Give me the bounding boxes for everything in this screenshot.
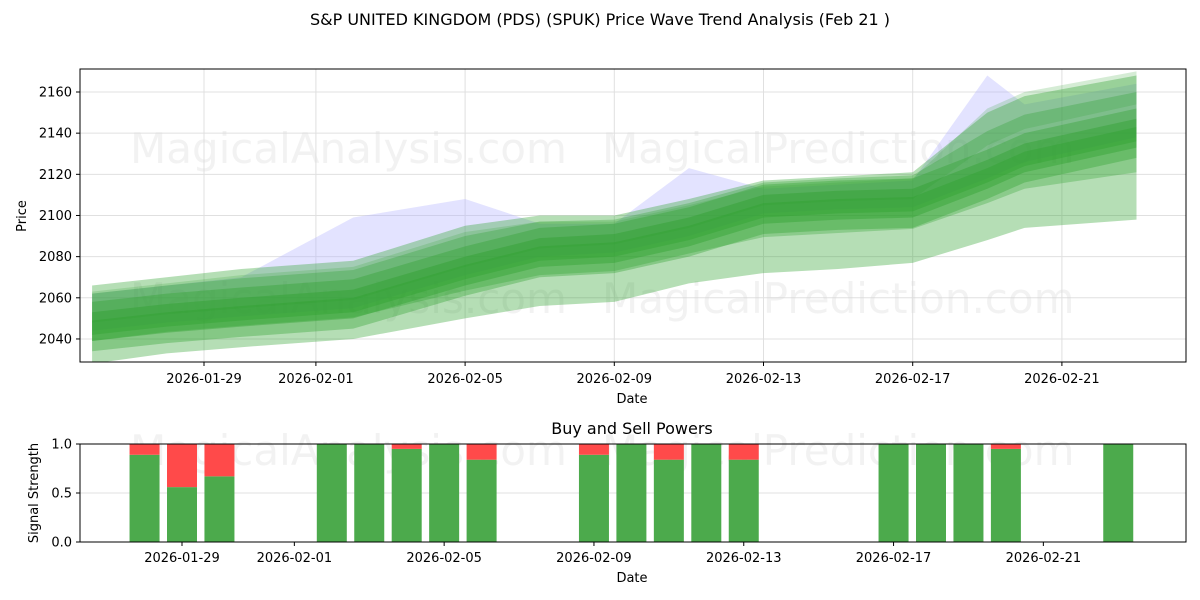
y-tick-label: 2120 (39, 168, 72, 183)
x-tick-label: 2026-02-01 (278, 372, 354, 387)
x-tick-label: 2026-02-21 (1006, 551, 1082, 566)
y-tick-label: 2040 (39, 332, 72, 347)
y-tick-label: 2100 (39, 209, 72, 224)
buy-bar (204, 476, 235, 542)
buy-bar (878, 444, 909, 542)
x-tick-label: 2026-02-17 (875, 372, 951, 387)
buy-bar (354, 444, 385, 542)
x-tick-label: 2026-02-05 (406, 551, 482, 566)
y-axis-label: Signal Strength (27, 443, 42, 543)
watermark: MagicalPrediction.com (602, 274, 1075, 323)
wave-band (92, 92, 1137, 342)
y-tick-label: 0.0 (51, 536, 72, 551)
x-tick-label: 2026-02-01 (257, 551, 333, 566)
sell-bar (466, 444, 497, 460)
buy-bar (316, 444, 347, 542)
sell-bar (204, 444, 235, 477)
buy-bar (653, 459, 684, 542)
buy-bar (578, 454, 609, 542)
y-tick-label: 2160 (39, 86, 72, 101)
buy-sell-bars (129, 444, 1134, 542)
y-tick-label: 2080 (39, 250, 72, 265)
x-tick-label: 2026-02-05 (427, 372, 503, 387)
x-tick-label: 2026-01-29 (144, 551, 220, 566)
sell-bar (167, 444, 197, 488)
watermark: MagicalPrediction.com (602, 124, 1075, 173)
x-axis-label: Date (616, 392, 647, 407)
x-tick-label: 2026-02-21 (1024, 372, 1100, 387)
signal-chart-title: Buy and Sell Powers (551, 419, 713, 438)
price-wave-bands (92, 71, 1137, 364)
wave-band (92, 118, 1137, 342)
buy-bar (429, 444, 460, 542)
buy-bar (167, 487, 197, 542)
wave-band (92, 75, 1137, 364)
buy-bar (391, 448, 422, 542)
sell-bar (129, 444, 160, 455)
buy-bar (728, 459, 759, 542)
sell-bar (653, 444, 684, 460)
sell-bar (990, 444, 1021, 449)
buy-bar (466, 459, 497, 542)
y-tick-label: 1.0 (51, 438, 72, 453)
y-tick-label: 0.5 (51, 487, 72, 502)
sell-bar (728, 444, 759, 460)
x-tick-label: 2026-01-29 (166, 372, 242, 387)
watermark: MagicalAnalysis.com (130, 124, 567, 173)
wave-band (92, 126, 1137, 335)
buy-bar (1103, 444, 1134, 542)
x-tick-label: 2026-02-13 (726, 372, 802, 387)
sell-bar (391, 444, 422, 449)
sell-bar (578, 444, 609, 455)
wave-band (92, 71, 1137, 323)
x-tick-label: 2026-02-17 (856, 551, 932, 566)
x-tick-label: 2026-02-13 (706, 551, 782, 566)
buy-bar (990, 448, 1021, 542)
buy-bar (616, 444, 647, 542)
buy-bar (916, 444, 946, 542)
wave-band (92, 75, 1137, 331)
y-axis-label: Price (15, 200, 30, 232)
x-tick-label: 2026-02-09 (577, 372, 653, 387)
buy-bar (953, 444, 984, 542)
watermark: MagicalAnalysis.com (130, 274, 567, 323)
wave-band (92, 108, 1137, 352)
y-tick-label: 2140 (39, 127, 72, 142)
x-axis-label: Date (616, 571, 647, 586)
y-tick-label: 2060 (39, 291, 72, 306)
buy-bar (691, 444, 722, 542)
buy-bar (129, 454, 160, 542)
chart-title: S&P UNITED KINGDOM (PDS) (SPUK) Price Wa… (309, 10, 891, 29)
x-tick-label: 2026-02-09 (556, 551, 632, 566)
